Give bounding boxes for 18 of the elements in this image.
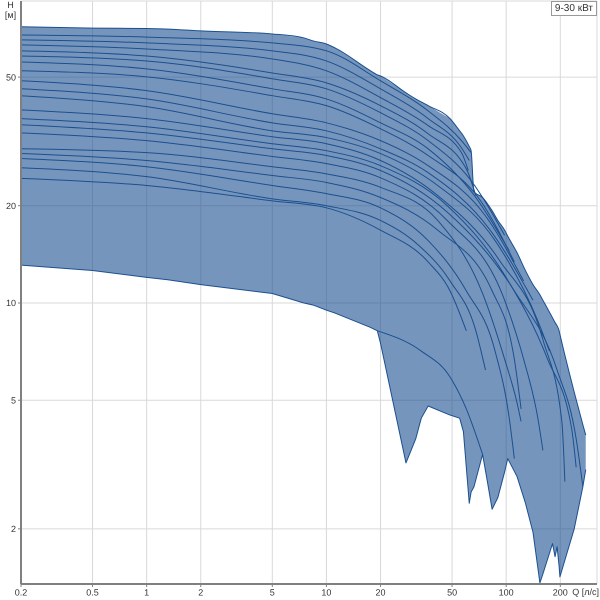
y-tick-label: 20 xyxy=(6,200,16,211)
x-tick-label: 200 xyxy=(552,587,568,598)
y-tick-label: 5 xyxy=(10,395,16,406)
y-tick-label: 10 xyxy=(6,298,16,308)
x-tick-label: 20 xyxy=(376,587,386,598)
y-axis-title: H [м] xyxy=(4,0,16,20)
x-axis-title: Q [л/с] xyxy=(572,587,599,598)
x-tick-label: 50 xyxy=(447,587,458,598)
x-tick-label: 0.2 xyxy=(14,587,28,598)
y-tick-label: 50 xyxy=(6,72,16,82)
x-tick-label: 0.5 xyxy=(86,587,99,598)
x-tick-label: 5 xyxy=(270,587,275,598)
annotation: 9-30 кВт xyxy=(550,1,597,16)
x-tick-label: 100 xyxy=(498,587,514,598)
x-tick-label: 10 xyxy=(321,587,332,598)
y-tick-label: 2 xyxy=(10,524,16,534)
x-tick-label: 1 xyxy=(144,587,150,598)
x-tick-label: 2 xyxy=(198,587,204,598)
